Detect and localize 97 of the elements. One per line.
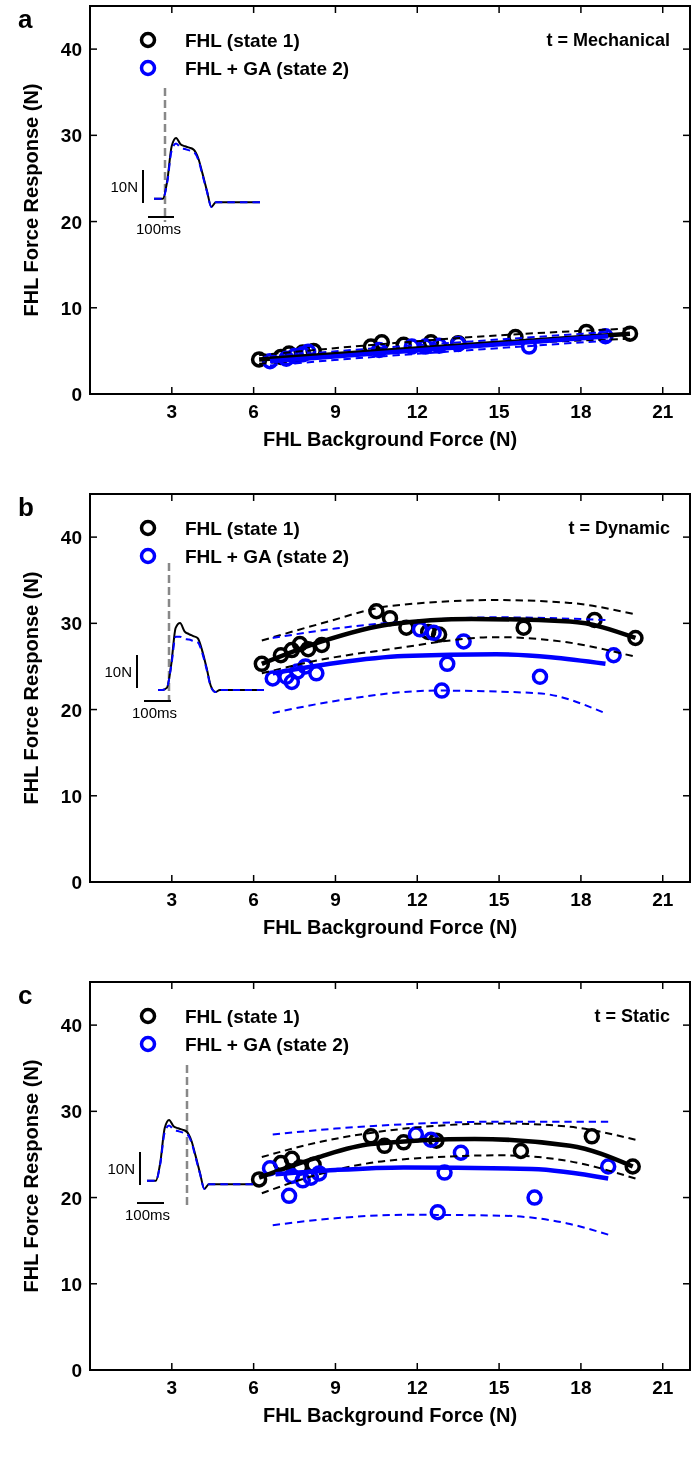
annotation: t = Dynamic	[568, 518, 670, 538]
legend-label: FHL (state 1)	[185, 518, 300, 539]
point	[362, 1128, 380, 1145]
point	[283, 673, 301, 691]
x-tick-label: 15	[488, 401, 511, 422]
point	[583, 1128, 601, 1145]
y-axis-title: FHL Force Response (N)	[20, 1059, 42, 1293]
x-tick-label: 18	[570, 889, 592, 910]
x-tick-label: 21	[652, 1377, 674, 1398]
point	[515, 619, 532, 636]
point	[313, 636, 331, 654]
x-tick-label: 9	[330, 1377, 341, 1398]
point	[599, 1158, 617, 1175]
point	[411, 621, 429, 638]
y-tick-label: 20	[60, 1187, 82, 1209]
x-tick-label: 15	[488, 889, 511, 910]
point	[376, 1137, 393, 1155]
x-tick-label: 6	[248, 889, 259, 910]
point	[297, 658, 314, 675]
x-tick-label: 3	[166, 401, 178, 422]
point	[272, 646, 290, 664]
y-tick-label: 30	[60, 613, 82, 635]
y-tick-label: 40	[60, 527, 82, 549]
legend-label: FHL (state 1)	[185, 1006, 300, 1027]
point	[436, 1164, 453, 1181]
annotation: 100ms	[136, 220, 182, 237]
y-tick-label: 20	[60, 211, 82, 233]
annotation: 10N	[110, 178, 138, 195]
chart-title: c	[18, 980, 33, 1010]
y-tick-label: 20	[60, 699, 82, 721]
x-tick-label: 21	[652, 889, 674, 910]
x-axis-title: FHL Background Force (N)	[262, 428, 518, 450]
x-tick-label: 18	[570, 401, 592, 422]
annotation: 10N	[104, 663, 132, 680]
point	[291, 635, 309, 653]
point	[250, 351, 268, 368]
point	[299, 640, 317, 658]
legend-label: FHL (state 1)	[185, 30, 300, 51]
point	[253, 655, 271, 673]
x-tick-label: 12	[406, 889, 428, 910]
annotation: 100ms	[125, 1206, 171, 1223]
x-tick-label: 9	[330, 401, 341, 422]
point	[310, 1165, 328, 1182]
point	[624, 1158, 641, 1175]
point	[433, 682, 451, 699]
x-tick-label: 21	[652, 401, 674, 422]
x-tick-label: 15	[488, 1377, 511, 1398]
y-tick-label: 10	[60, 1273, 82, 1295]
point	[283, 641, 301, 659]
y-tick-label: 30	[60, 1101, 82, 1123]
y-tick-label: 0	[71, 1360, 82, 1381]
point	[283, 1167, 301, 1185]
x-tick-label: 3	[166, 889, 178, 910]
y-tick-label: 10	[60, 297, 82, 319]
chart-title: b	[18, 492, 34, 522]
y-axis-title: FHL Force Response (N)	[20, 571, 42, 805]
point	[531, 668, 549, 686]
point	[627, 629, 644, 647]
legend-label: FHL + GA (state 2)	[185, 546, 350, 567]
x-tick-label: 18	[570, 1377, 592, 1398]
annotation: 100ms	[132, 704, 178, 721]
line-series	[271, 1120, 610, 1136]
x-tick-label: 12	[406, 401, 428, 422]
point	[621, 325, 639, 342]
point	[429, 1203, 446, 1221]
y-tick-label: 0	[71, 872, 82, 893]
x-tick-label: 12	[406, 1377, 428, 1398]
point	[526, 1189, 543, 1206]
x-axis-title: FHL Background Force (N)	[262, 1404, 518, 1426]
point	[605, 646, 622, 664]
point	[439, 655, 456, 673]
point	[280, 1187, 298, 1205]
y-tick-label: 0	[71, 384, 82, 405]
point	[368, 603, 385, 620]
y-tick-label: 40	[60, 39, 82, 61]
annotation: t = Mechanical	[546, 30, 670, 50]
x-axis-title: FHL Background Force (N)	[262, 916, 518, 938]
y-tick-label: 40	[60, 1015, 82, 1037]
chart-title: a	[18, 4, 33, 34]
x-tick-label: 9	[330, 889, 341, 910]
x-tick-label: 3	[166, 1377, 178, 1398]
legend-label: FHL + GA (state 2)	[185, 1034, 350, 1055]
line-series	[260, 599, 634, 642]
legend-label: FHL + GA (state 2)	[185, 58, 350, 79]
y-tick-label: 30	[60, 125, 82, 147]
y-axis-title: FHL Force Response (N)	[20, 83, 42, 317]
annotation: t = Static	[594, 1006, 670, 1026]
annotation: 10N	[107, 1160, 135, 1177]
point	[308, 665, 325, 682]
point	[264, 670, 281, 687]
point	[395, 1134, 412, 1151]
point	[425, 624, 442, 642]
point	[250, 1171, 268, 1188]
point	[512, 1142, 530, 1160]
y-tick-label: 10	[60, 785, 82, 807]
x-tick-label: 6	[248, 1377, 259, 1398]
x-tick-label: 6	[248, 401, 259, 422]
